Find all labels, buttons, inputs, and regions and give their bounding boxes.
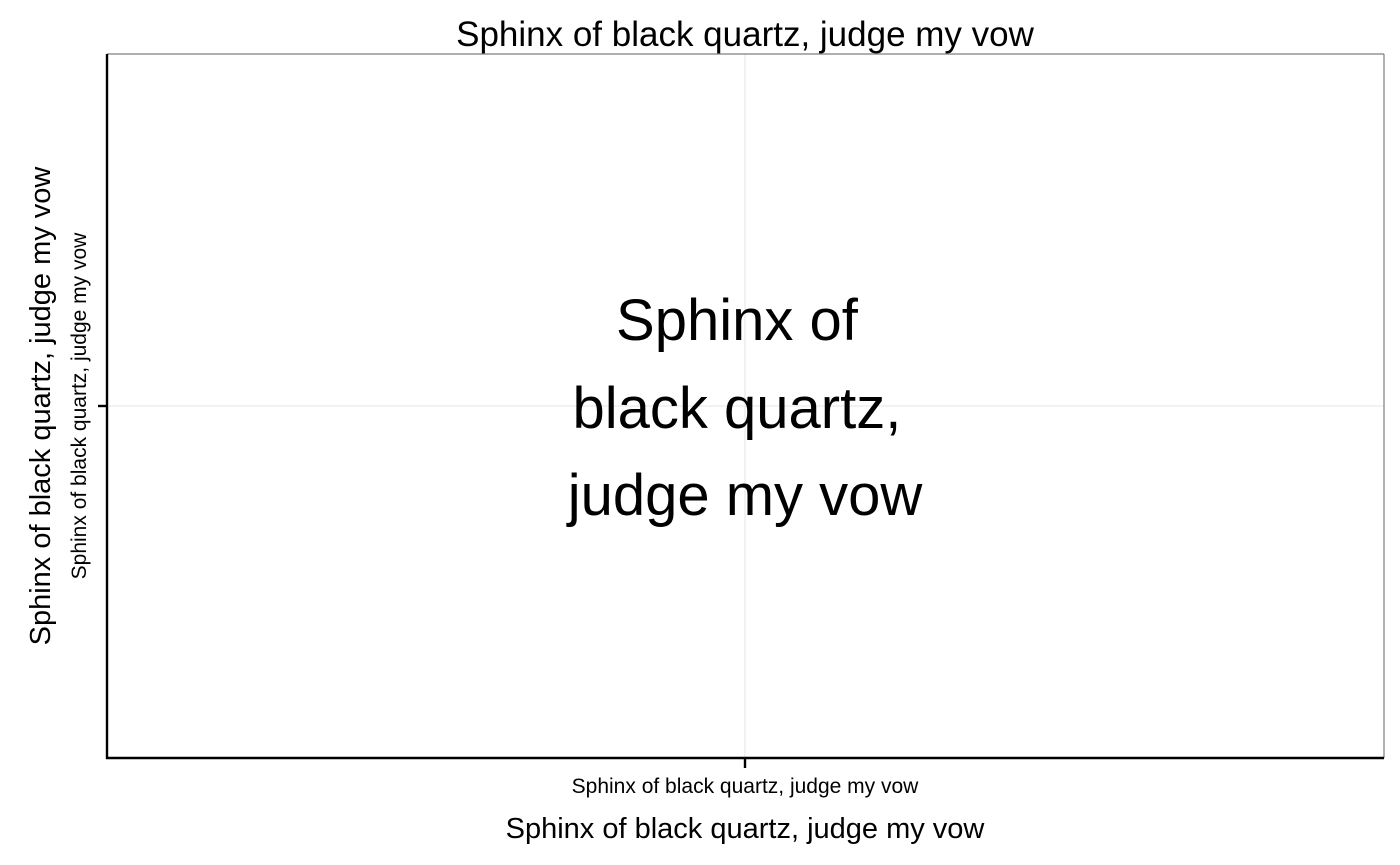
y-axis-label-outer: Sphinx of black quartz, judge my vow [25, 166, 57, 646]
chart-title: Sphinx of black quartz, judge my vow [456, 15, 1035, 54]
x-tick-label: Sphinx of black quartz, judge my vow [572, 775, 920, 798]
plot-panel: Sphinx of black quartz, judge my vow [98, 53, 1385, 768]
center-annotation-line-3: judge my vow [566, 463, 924, 528]
x-axis-label: Sphinx of black quartz, judge my vow [506, 813, 986, 845]
y-axis-label-inner: Sphinx of black quartz, judge my vow [68, 232, 91, 580]
center-annotation-line-2: black quartz, [573, 376, 902, 441]
center-annotation-line-1: Sphinx of [616, 288, 859, 353]
center-annotation: Sphinx of black quartz, judge my vow [566, 288, 924, 528]
